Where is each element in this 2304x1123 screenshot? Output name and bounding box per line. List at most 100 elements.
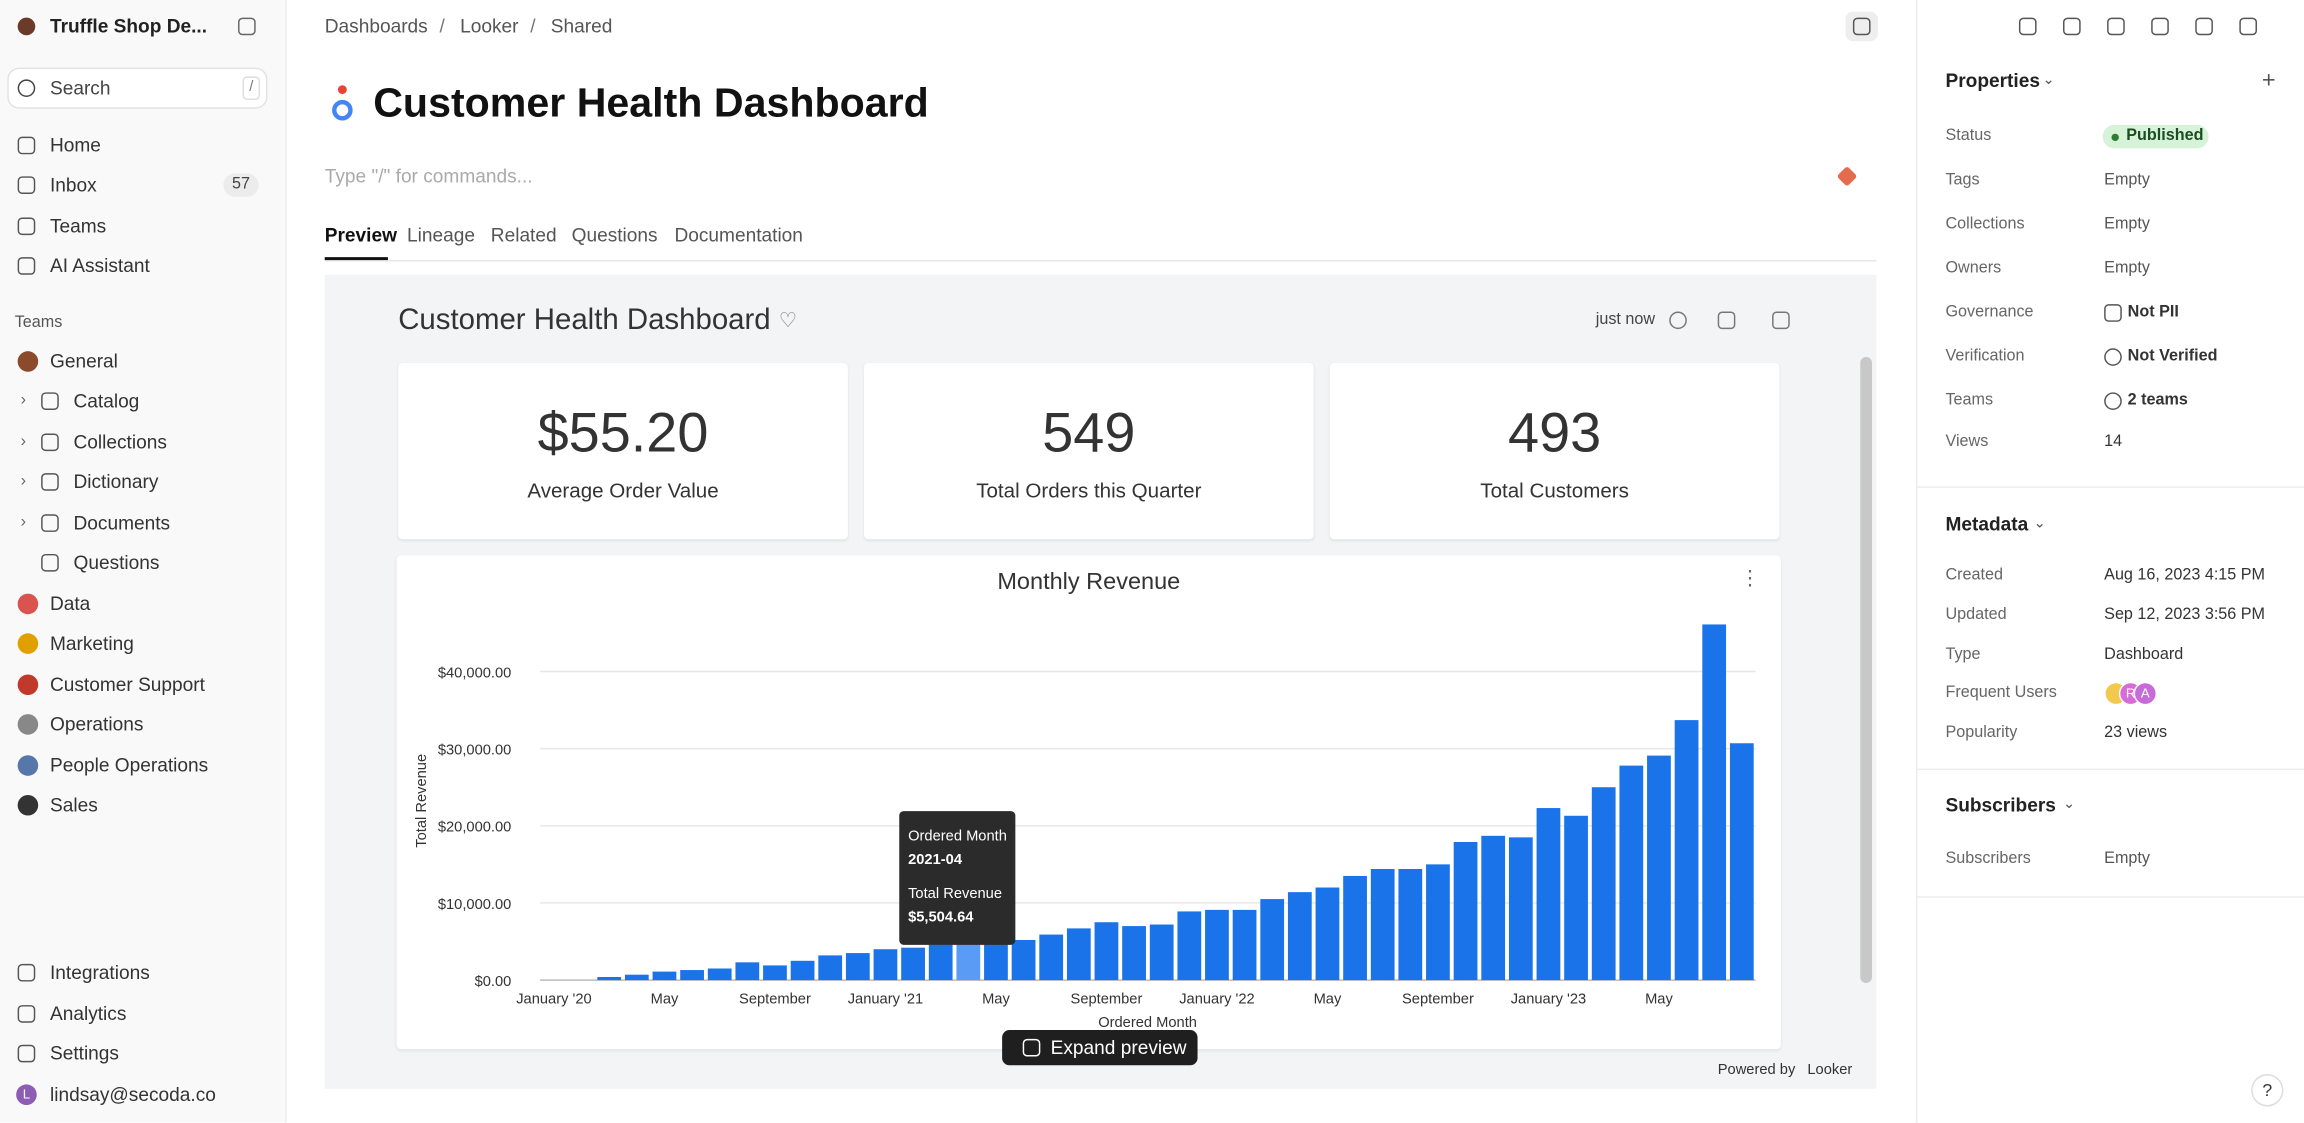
- x-tick-label: January '21: [848, 992, 923, 1008]
- panel-toggle[interactable]: [1845, 11, 1878, 42]
- section-title[interactable]: Metadata: [1945, 513, 2029, 536]
- team-item[interactable]: Documents: [73, 511, 171, 534]
- nav-item[interactable]: Home: [49, 134, 101, 157]
- icon: [1717, 311, 1736, 330]
- kpi-value: 549: [1042, 402, 1136, 465]
- breadcrumb[interactable]: Looker: [460, 14, 519, 38]
- bottom-nav-item[interactable]: Analytics: [49, 1002, 127, 1025]
- team-item[interactable]: Customer Support: [49, 672, 205, 695]
- bottom-nav-item[interactable]: Settings: [49, 1042, 119, 1065]
- icon: [1022, 1038, 1041, 1057]
- team-item[interactable]: General: [49, 350, 118, 373]
- tooltip-text: $5,504.64: [908, 909, 974, 926]
- icon: [17, 1044, 36, 1063]
- team-item[interactable]: Operations: [49, 713, 144, 736]
- bar: [901, 947, 925, 981]
- bar: [845, 953, 870, 981]
- team-item[interactable]: Data: [49, 592, 91, 615]
- property-value[interactable]: Dashboard: [2104, 645, 2184, 664]
- looker-logo: [332, 99, 353, 121]
- tab-underline: [324, 257, 388, 261]
- tab[interactable]: Lineage: [407, 223, 476, 246]
- y-tick-label: $30,000.00: [438, 743, 512, 759]
- bar: [652, 971, 677, 981]
- property-label: Frequent Users: [1945, 683, 2057, 702]
- command-input[interactable]: Type "/" for commands...: [324, 164, 533, 187]
- section-title[interactable]: Subscribers: [1945, 793, 2056, 816]
- search-shortcut: /: [249, 79, 254, 96]
- bar: [1674, 720, 1699, 981]
- breadcrumb[interactable]: Shared: [550, 14, 613, 38]
- chart-title: Monthly Revenue: [997, 568, 1180, 594]
- bar: [707, 968, 732, 981]
- user-email[interactable]: lindsay@secoda.co: [49, 1083, 216, 1106]
- icon: [2104, 392, 2122, 410]
- team-item[interactable]: Collections: [73, 430, 167, 453]
- team-item[interactable]: Dictionary: [73, 471, 159, 494]
- property-value[interactable]: Empty: [2104, 215, 2150, 233]
- team-item[interactable]: People Operations: [49, 753, 209, 776]
- dashboard-title: Customer Health Dashboard: [398, 304, 771, 337]
- team-icon: [17, 794, 39, 816]
- expand-label: Expand preview: [1050, 1036, 1187, 1059]
- icon: [1669, 311, 1687, 330]
- search-placeholder: Search: [49, 76, 111, 99]
- kpi-label: Average Order Value: [527, 478, 719, 502]
- property-value[interactable]: Empty: [2104, 259, 2150, 277]
- kpi-card: [398, 362, 848, 540]
- team-item[interactable]: Questions: [73, 551, 160, 574]
- icon: [2104, 304, 2122, 322]
- bar: [624, 974, 649, 981]
- workspace-name[interactable]: Truffle Shop De...: [49, 14, 208, 38]
- y-axis-title: Total Revenue: [414, 754, 430, 848]
- property-value[interactable]: 23 views: [2104, 723, 2168, 742]
- property-value[interactable]: Sep 12, 2023 3:56 PM: [2104, 605, 2266, 624]
- user-initial: L: [22, 1086, 31, 1102]
- property-label: Tags: [1945, 171, 1980, 189]
- nav-badge: 57: [231, 175, 250, 194]
- nav-item[interactable]: Inbox: [49, 173, 97, 196]
- expand-button[interactable]: [1002, 1030, 1198, 1066]
- icon: [41, 473, 59, 492]
- bar: [1647, 755, 1671, 981]
- property-value[interactable]: Empty: [2104, 849, 2150, 868]
- x-tick-label: September: [1071, 992, 1143, 1008]
- property-value[interactable]: Aug 16, 2023 4:15 PM: [2104, 566, 2266, 584]
- help-button[interactable]: [2251, 1074, 2284, 1107]
- x-tick-label: May: [1314, 992, 1342, 1008]
- property-label: Views: [1945, 432, 1989, 451]
- property-value[interactable]: Published: [2126, 126, 2204, 145]
- favorite[interactable]: ♡: [778, 307, 798, 332]
- property-label: Type: [1945, 645, 1981, 664]
- icon: [41, 554, 59, 572]
- nav-item[interactable]: AI Assistant: [49, 254, 150, 277]
- bottom-nav-item[interactable]: Integrations: [49, 961, 150, 984]
- tab[interactable]: Preview: [324, 223, 397, 246]
- search-box[interactable]: [7, 67, 268, 109]
- bar: [1122, 926, 1146, 981]
- team-item[interactable]: Catalog: [73, 390, 140, 413]
- property-value[interactable]: Empty: [2104, 171, 2150, 189]
- tab[interactable]: Documentation: [674, 223, 803, 246]
- property-label: Owners: [1945, 259, 2002, 277]
- kpi-card: [864, 362, 1314, 540]
- chevron: ›: [20, 432, 26, 451]
- section-title[interactable]: Properties: [1945, 69, 2040, 92]
- tab[interactable]: Questions: [571, 223, 658, 246]
- icon: [1772, 311, 1790, 330]
- bar: [1149, 924, 1174, 981]
- tab[interactable]: Related: [490, 223, 557, 246]
- nav-item[interactable]: Teams: [49, 214, 107, 237]
- icon: [17, 1005, 36, 1023]
- team-item[interactable]: Sales: [49, 793, 98, 816]
- divider: [1917, 486, 2304, 488]
- property-value: 14: [2104, 432, 2123, 451]
- team-item[interactable]: Marketing: [49, 632, 134, 655]
- tooltip-text: Ordered Month: [908, 828, 1007, 845]
- property-label: Popularity: [1945, 723, 2018, 742]
- bar: [1702, 624, 1727, 981]
- breadcrumb[interactable]: Dashboards: [324, 14, 428, 38]
- add-property[interactable]: +: [2261, 68, 2276, 94]
- section-heading: Teams: [14, 313, 63, 332]
